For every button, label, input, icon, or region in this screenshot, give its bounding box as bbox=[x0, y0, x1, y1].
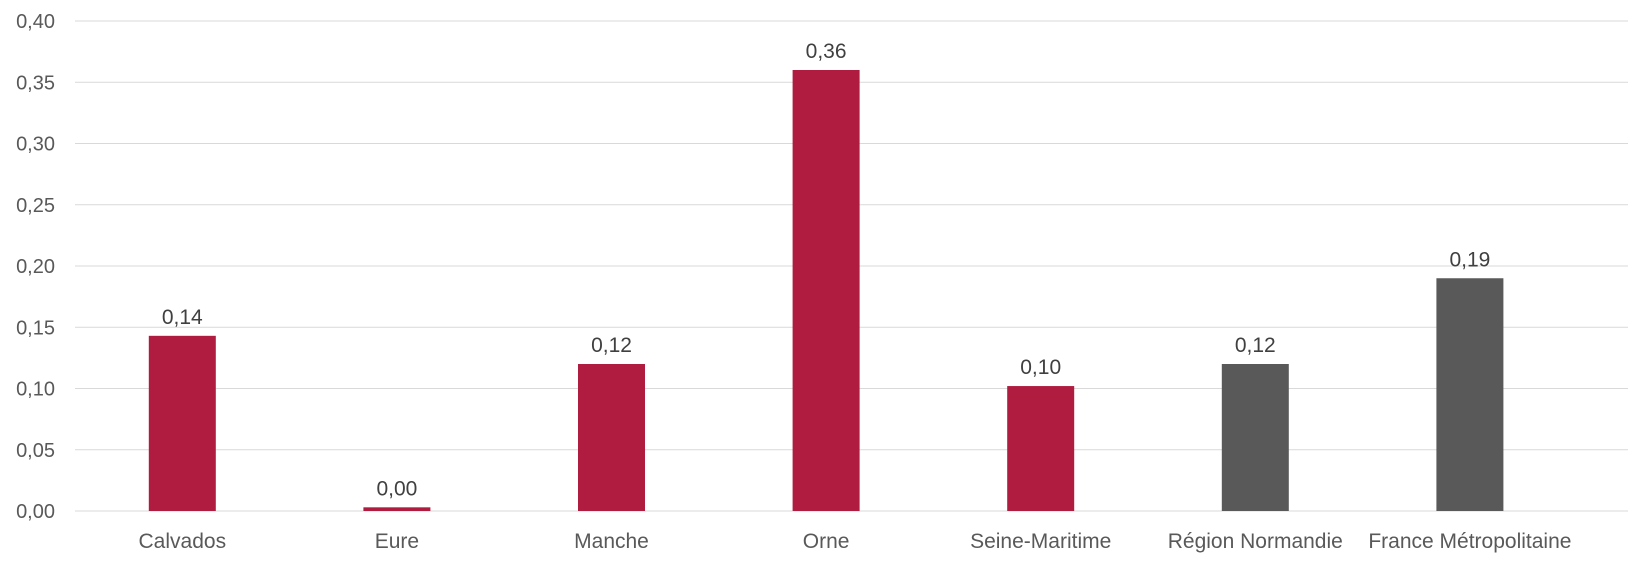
x-category-label: France Métropolitaine bbox=[1368, 530, 1571, 553]
bar bbox=[578, 364, 645, 511]
data-label: 0,19 bbox=[1449, 248, 1490, 271]
bar bbox=[1007, 386, 1075, 511]
y-tick-label: 0,15 bbox=[16, 317, 55, 339]
data-label: 0,14 bbox=[162, 306, 203, 329]
x-category-label: Seine-Maritime bbox=[970, 530, 1111, 553]
x-axis-category-labels: Calvados Eure Manche Orne Seine-Maritime Régi… bbox=[139, 530, 1572, 553]
x-category-label: Orne bbox=[803, 530, 850, 553]
bar bbox=[363, 507, 431, 511]
y-tick-label: 0,40 bbox=[16, 11, 55, 33]
y-tick-label: 0,20 bbox=[16, 256, 55, 278]
y-tick-label: 0,30 bbox=[16, 134, 55, 156]
data-label: 0,12 bbox=[591, 334, 632, 357]
y-tick-label: 0,10 bbox=[16, 379, 55, 401]
data-label: 0,00 bbox=[376, 477, 417, 500]
data-labels: 0,14 0,00 0,12 0,36 0,10 0,12 0,19 bbox=[162, 40, 1490, 500]
y-axis-tick-labels: 0,00 0,05 0,10 0,15 0,20 0,25 0,30 0,35 0,40 bbox=[16, 11, 55, 523]
bar bbox=[792, 70, 860, 511]
bar bbox=[1436, 278, 1504, 511]
data-label: 0,10 bbox=[1020, 356, 1061, 379]
data-label: 0,12 bbox=[1235, 334, 1276, 357]
data-label: 0,36 bbox=[806, 40, 847, 63]
y-tick-label: 0,35 bbox=[16, 72, 55, 94]
y-tick-label: 0,05 bbox=[16, 440, 55, 462]
bar bbox=[148, 335, 216, 511]
bar bbox=[1221, 364, 1289, 511]
x-category-label: Manche bbox=[574, 530, 649, 553]
x-category-label: Calvados bbox=[139, 530, 227, 553]
x-category-label: Région Normandie bbox=[1168, 530, 1343, 553]
x-category-label: Eure bbox=[375, 530, 419, 553]
y-tick-label: 0,25 bbox=[16, 195, 55, 217]
y-tick-label: 0,00 bbox=[16, 501, 55, 523]
bars bbox=[148, 70, 1504, 511]
